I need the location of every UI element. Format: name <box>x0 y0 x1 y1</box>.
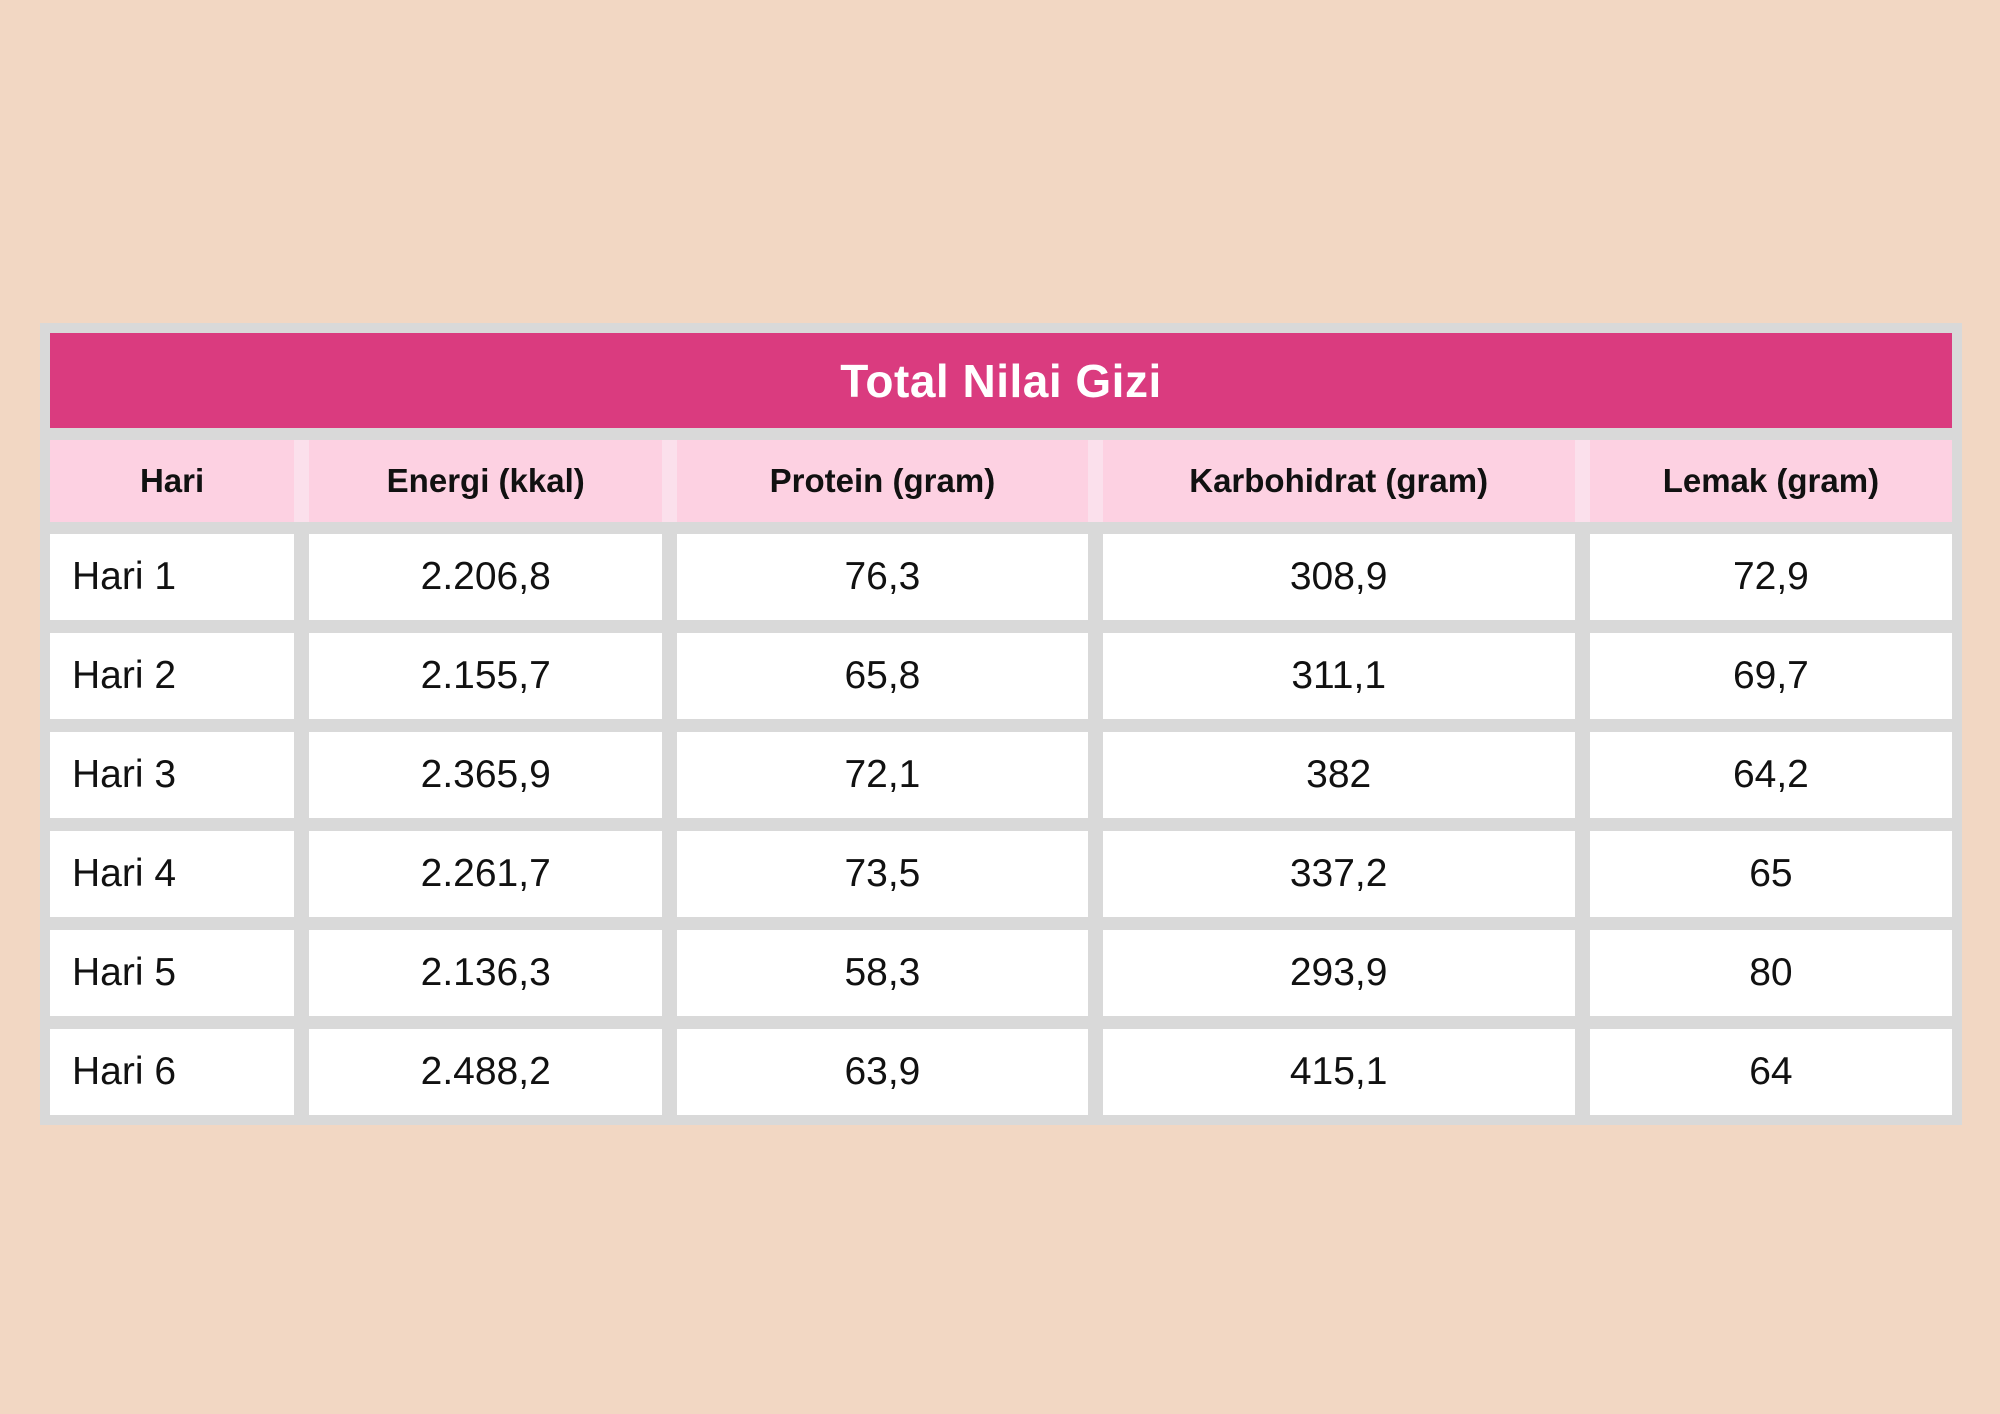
energi-cell: 2.136,3 <box>309 930 663 1016</box>
column-header-energi: Energi (kkal) <box>309 440 663 522</box>
energi-cell: 2.206,8 <box>309 534 663 620</box>
lemak-cell: 69,7 <box>1589 633 1952 719</box>
karbohidrat-cell: 293,9 <box>1102 930 1575 1016</box>
protein-cell: 76,3 <box>677 534 1088 620</box>
nutrition-table: Total Nilai Gizi Hari Energi (kkal) Prot… <box>40 323 1962 1125</box>
day-cell: Hari 1 <box>50 534 295 620</box>
lemak-cell: 65 <box>1589 831 1952 917</box>
column-header-protein: Protein (gram) <box>677 440 1088 522</box>
day-cell: Hari 6 <box>50 1029 295 1115</box>
energi-cell: 2.488,2 <box>309 1029 663 1115</box>
lemak-cell: 72,9 <box>1589 534 1952 620</box>
protein-cell: 65,8 <box>677 633 1088 719</box>
day-cell: Hari 2 <box>50 633 295 719</box>
karbohidrat-cell: 308,9 <box>1102 534 1575 620</box>
lemak-cell: 64,2 <box>1589 732 1952 818</box>
energi-cell: 2.261,7 <box>309 831 663 917</box>
protein-cell: 73,5 <box>677 831 1088 917</box>
karbohidrat-cell: 311,1 <box>1102 633 1575 719</box>
day-cell: Hari 4 <box>50 831 295 917</box>
table-title: Total Nilai Gizi <box>840 354 1162 407</box>
protein-cell: 72,1 <box>677 732 1088 818</box>
column-header-lemak: Lemak (gram) <box>1589 440 1952 522</box>
protein-cell: 58,3 <box>677 930 1088 1016</box>
table-body: Hari 1 2.206,8 76,3 308,9 72,9 Hari 2 2.… <box>50 534 1952 1115</box>
lemak-cell: 80 <box>1589 930 1952 1016</box>
day-cell: Hari 5 <box>50 930 295 1016</box>
lemak-cell: 64 <box>1589 1029 1952 1115</box>
table-title-bar: Total Nilai Gizi <box>50 333 1952 428</box>
table-header-row: Hari Energi (kkal) Protein (gram) Karboh… <box>50 440 1952 522</box>
column-header-karbohidrat: Karbohidrat (gram) <box>1102 440 1575 522</box>
column-header-hari: Hari <box>50 440 295 522</box>
energi-cell: 2.365,9 <box>309 732 663 818</box>
energi-cell: 2.155,7 <box>309 633 663 719</box>
day-cell: Hari 3 <box>50 732 295 818</box>
protein-cell: 63,9 <box>677 1029 1088 1115</box>
karbohidrat-cell: 382 <box>1102 732 1575 818</box>
karbohidrat-cell: 415,1 <box>1102 1029 1575 1115</box>
karbohidrat-cell: 337,2 <box>1102 831 1575 917</box>
